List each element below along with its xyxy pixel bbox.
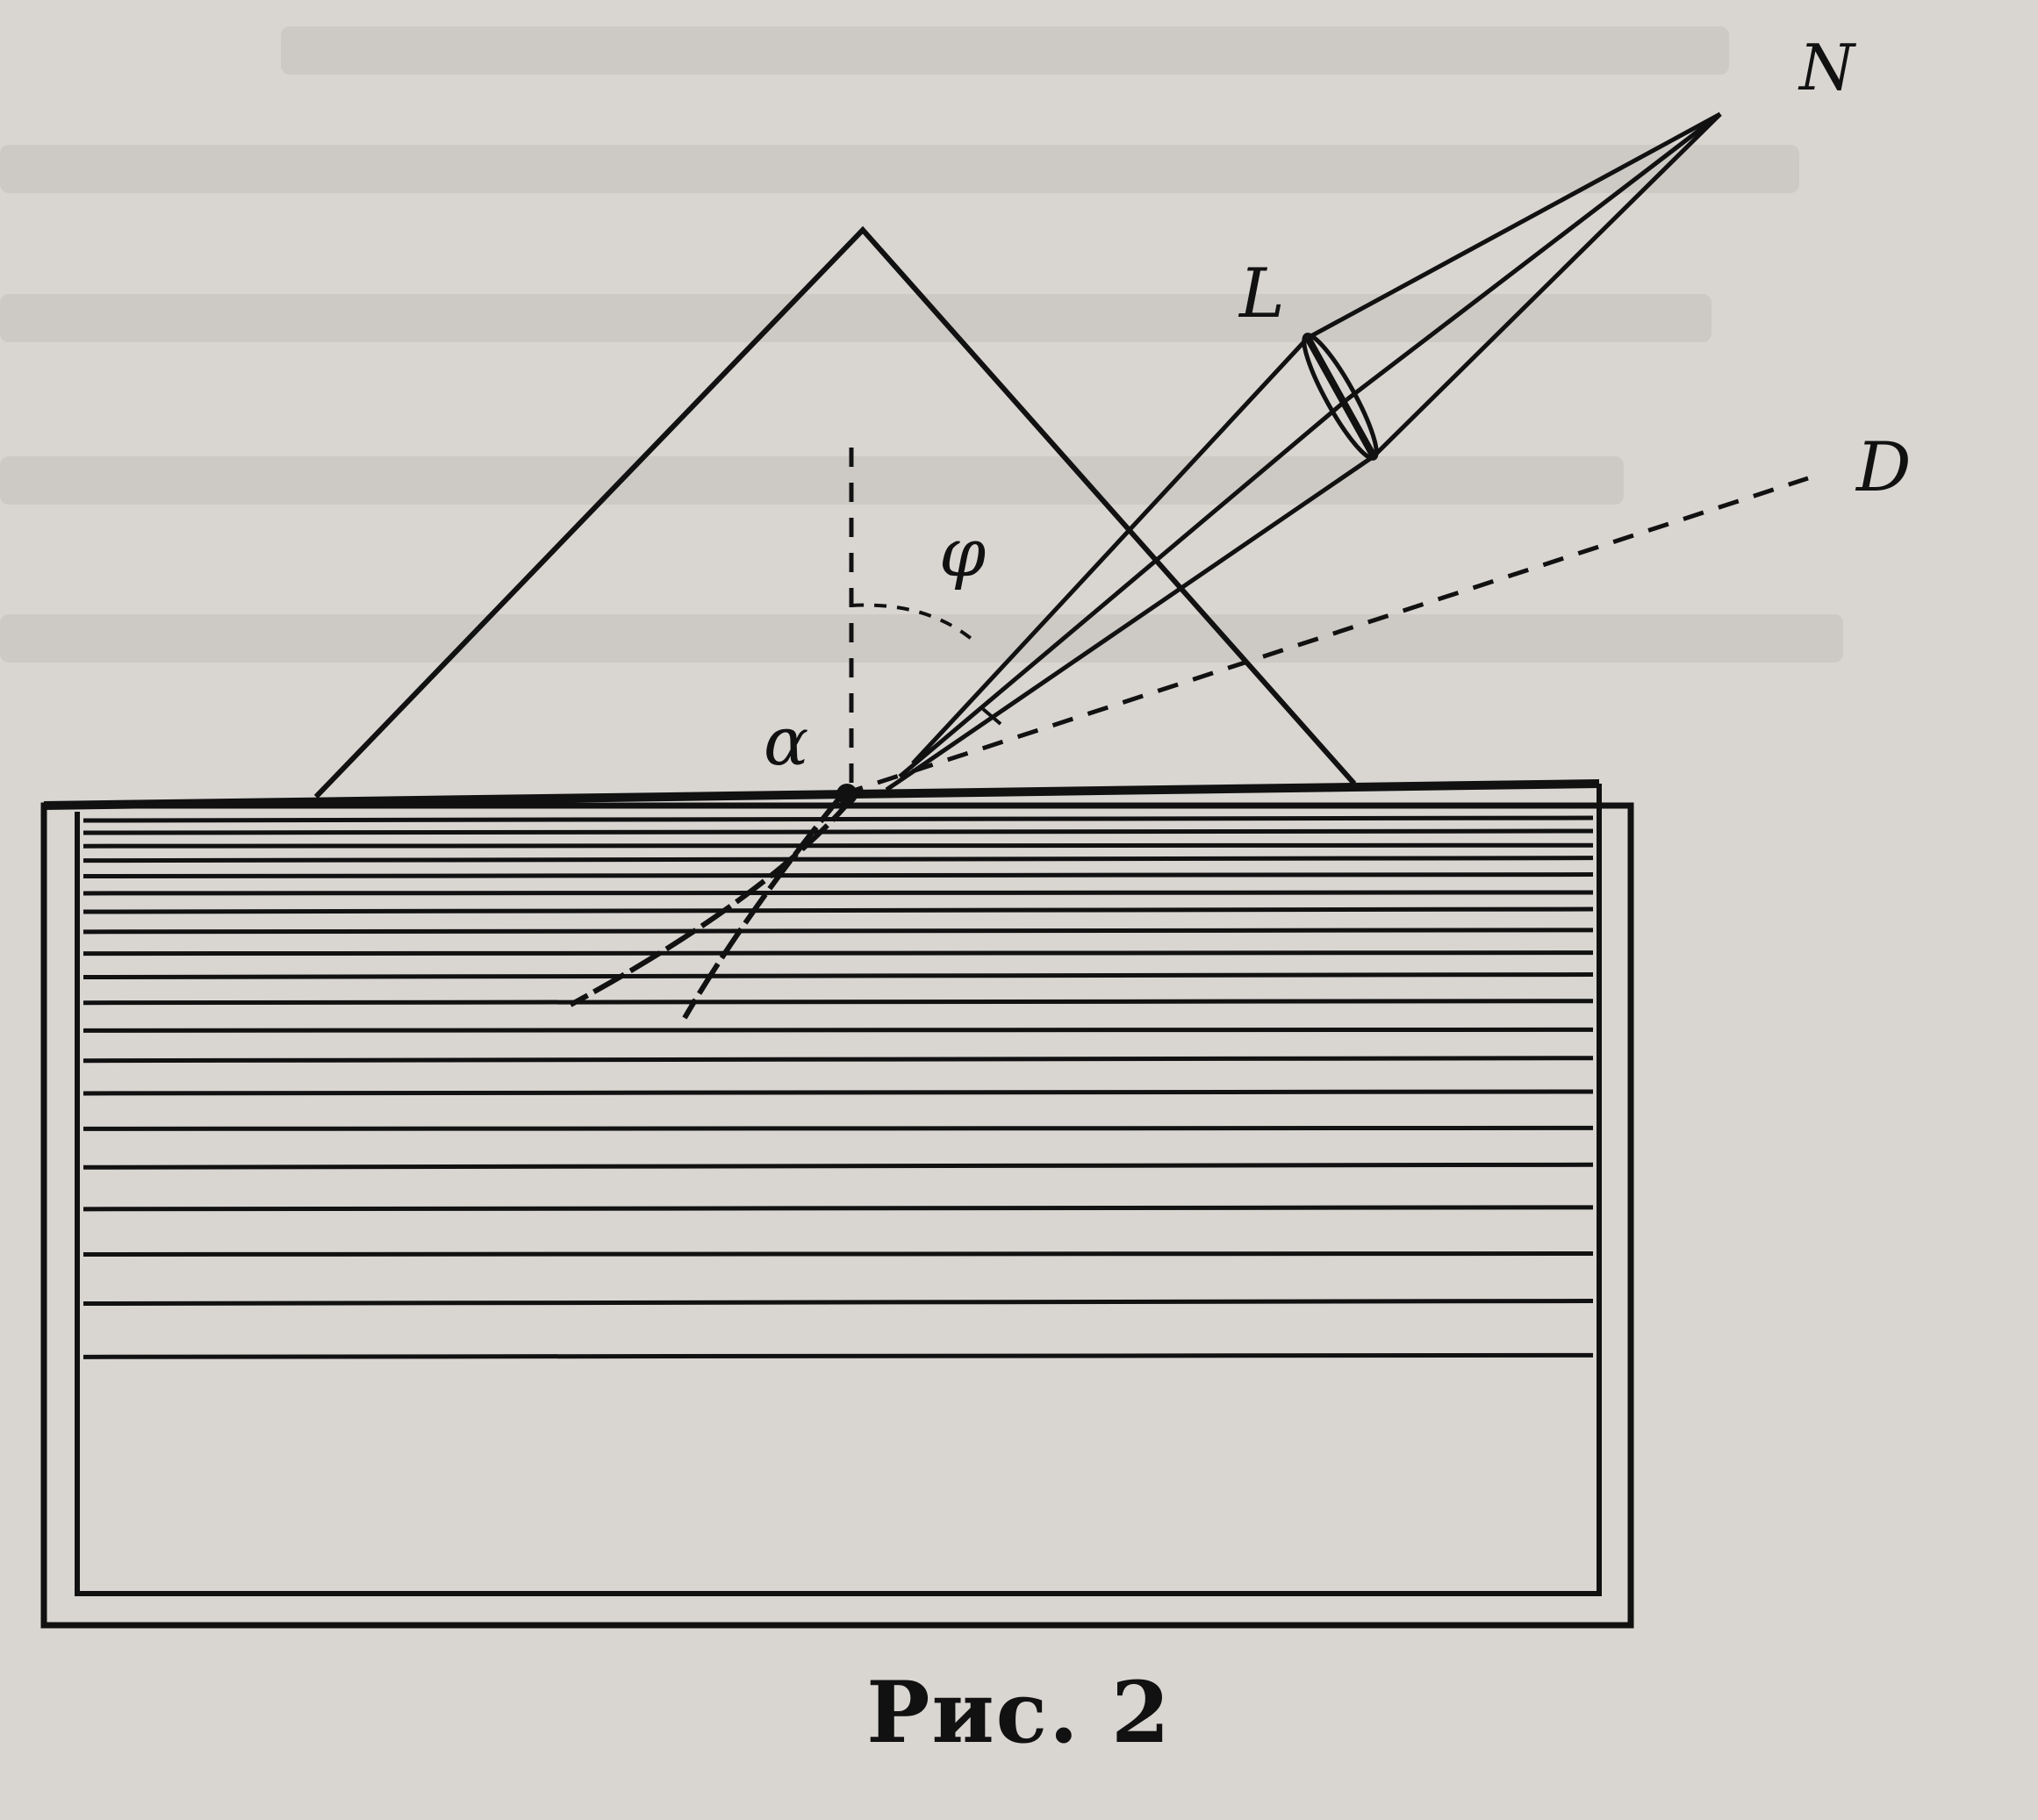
liquid-layer-line xyxy=(83,928,1594,935)
vessel-outer xyxy=(40,802,1634,1629)
label-N: N xyxy=(1799,31,1855,104)
liquid-layer-line xyxy=(83,856,1594,863)
vessel-inner xyxy=(75,784,1602,1596)
liquid-layer-line xyxy=(83,999,1594,1006)
liquid-layer-line xyxy=(83,1027,1594,1033)
bleed-through-text xyxy=(0,26,1843,663)
liquid-layer-line xyxy=(83,1162,1594,1170)
refracted-rays xyxy=(569,792,858,1020)
lens xyxy=(1302,333,1379,461)
phi-angle-arc xyxy=(850,603,980,647)
liquid-layer-line xyxy=(83,1299,1594,1307)
prism xyxy=(313,226,1357,799)
liquid-layer-line xyxy=(83,1125,1594,1131)
liquid-layer-line xyxy=(83,972,1594,980)
liquid-layer-line xyxy=(83,815,1594,823)
liquid-layer-line xyxy=(83,890,1594,896)
incidence-point xyxy=(836,784,858,805)
liquid-layer-line xyxy=(83,950,1594,957)
liquid-layer-line xyxy=(83,1250,1594,1257)
liquid-layer-line xyxy=(83,872,1594,879)
liquid-layer-line xyxy=(83,1056,1594,1064)
label-phi: φ xyxy=(939,513,987,591)
liquid-layer-line xyxy=(83,906,1594,914)
label-alpha: α xyxy=(764,702,809,780)
liquid-layers xyxy=(83,815,1594,1359)
light-beam xyxy=(885,111,1722,792)
refraction-angle-tick xyxy=(981,707,1002,726)
label-D: D xyxy=(1856,428,1912,507)
liquid-layer-line xyxy=(83,1205,1594,1212)
liquid-layer-line xyxy=(83,1089,1594,1096)
liquid-layer-line xyxy=(83,1352,1594,1359)
figure-caption: Рис. 2 xyxy=(866,1663,1172,1762)
liquid-layer-line xyxy=(83,842,1594,849)
vessel-rim xyxy=(43,779,1600,810)
liquid-layer-line xyxy=(83,828,1594,835)
label-L: L xyxy=(1239,254,1285,333)
